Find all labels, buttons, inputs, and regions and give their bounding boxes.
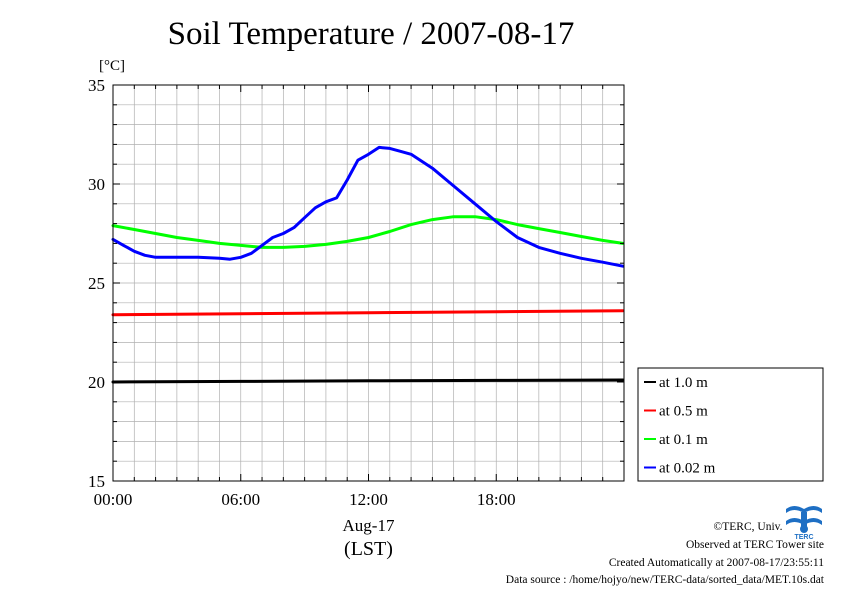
x-tick-label: 12:00	[349, 490, 388, 509]
terc-logo-icon: TERC	[784, 503, 824, 541]
x-tick-label: 00:00	[94, 490, 133, 509]
x-tick-label: 18:00	[477, 490, 516, 509]
chart-title: Soil Temperature / 2007-08-17	[167, 16, 575, 52]
legend-label: at 0.1 m	[659, 432, 708, 448]
legend-box	[637, 367, 824, 482]
footer-source: Data source : /home/hojyo/new/TERC-data/…	[505, 574, 824, 586]
legend-label: at 0.02 m	[659, 461, 716, 477]
legend-label: at 0.5 m	[659, 404, 708, 420]
series-line-0	[111, 378, 625, 384]
y-tick-label: 20	[88, 373, 105, 392]
series-line-1	[111, 309, 625, 317]
footer-created: Created Automatically at 2007-08-17/23:5…	[608, 557, 824, 569]
footer-site: Observed at TERC Tower site	[685, 539, 824, 551]
grid	[113, 85, 624, 481]
svg-text:TERC: TERC	[794, 534, 813, 541]
y-axis-label: [°C]	[99, 58, 125, 74]
legend: at 1.0 m at 0.5 m at 0.1 m at 0.02 m	[637, 367, 824, 482]
series-line-3	[111, 145, 625, 268]
x-tick-label: 06:00	[221, 490, 260, 509]
series-layer	[111, 145, 625, 384]
x-axis-label: (LST)	[344, 538, 393, 560]
legend-label: at 1.0 m	[659, 375, 708, 391]
y-tick-label: 30	[88, 175, 105, 194]
y-tick-label: 15	[88, 472, 105, 491]
y-tick-label: 25	[88, 274, 105, 293]
y-tick-label: 35	[88, 76, 105, 95]
series-line-2	[111, 215, 625, 249]
axes: 15 20 25 30 35 00:00 06:00 12:00 18:00 [°C] Aug-17…	[88, 58, 625, 560]
x-date-label: Aug-17	[343, 516, 395, 535]
